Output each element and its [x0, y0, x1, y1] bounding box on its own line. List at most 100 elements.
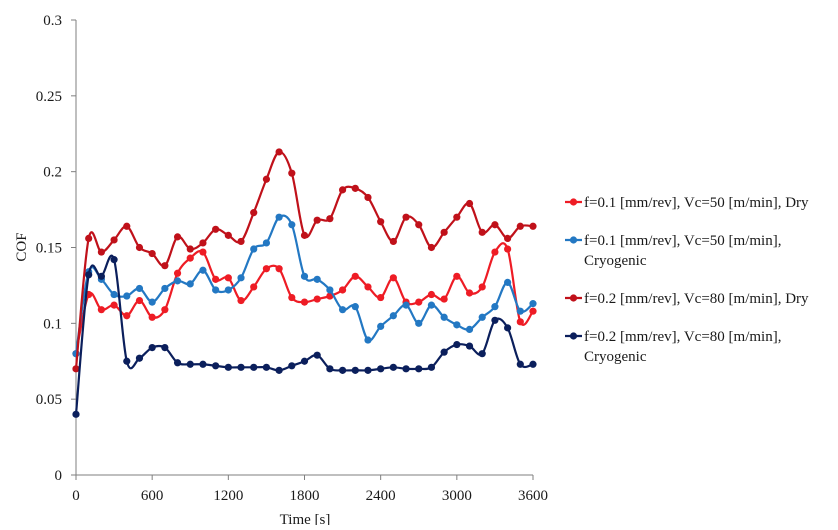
legend-entry-2: f=0.1 [mm/rev], Vc=50 [m/min], Cryogenic: [565, 233, 781, 269]
data-point: [199, 266, 207, 274]
data-point: [135, 354, 144, 362]
data-point: [516, 307, 524, 315]
data-point: [516, 222, 524, 230]
data-point: [135, 243, 144, 252]
data-point: [326, 286, 334, 294]
data-point: [351, 272, 359, 280]
data-point: [478, 228, 486, 236]
data-point: [300, 298, 309, 306]
data-point: [491, 316, 499, 324]
data-point: [123, 312, 131, 320]
data-point: [148, 298, 156, 306]
series-4: [72, 254, 537, 418]
data-point: [123, 222, 131, 230]
data-point: [199, 360, 207, 368]
data-point: [491, 221, 499, 229]
data-point: [199, 248, 207, 256]
data-point: [427, 301, 436, 309]
data-point: [402, 213, 410, 221]
data-point: [110, 236, 118, 244]
data-point: [364, 193, 372, 202]
data-point: [478, 313, 486, 321]
data-point: [224, 286, 232, 294]
data-point: [123, 292, 131, 300]
data-point: [288, 293, 296, 302]
data-point: [288, 221, 296, 229]
data-point: [402, 301, 410, 309]
data-point: [262, 239, 271, 247]
data-point: [465, 325, 474, 333]
data-point: [377, 365, 385, 373]
legend-marker: [569, 332, 578, 340]
x-tick-label: 1800: [290, 488, 320, 504]
y-tick-label: 0: [55, 468, 63, 484]
data-point: [377, 218, 385, 226]
data-point: [440, 313, 448, 321]
data-point: [250, 209, 258, 217]
data-point: [529, 307, 537, 315]
data-point: [465, 289, 474, 297]
data-point: [250, 245, 258, 253]
data-point: [97, 306, 105, 314]
data-point: [415, 221, 423, 229]
data-point: [186, 254, 194, 262]
legend-label: f=0.2 [mm/rev], Vc=80 [m/min],: [584, 329, 781, 345]
data-point: [364, 283, 372, 291]
data-point: [199, 239, 207, 247]
data-point: [275, 265, 283, 273]
data-point: [313, 295, 321, 303]
y-tick-label: 0.3: [43, 13, 62, 29]
data-point: [326, 215, 334, 223]
data-point: [478, 283, 486, 291]
legend: f=0.1 [mm/rev], Vc=50 [m/min], Dry f=0.1 …: [565, 195, 809, 365]
series-line: [74, 242, 534, 354]
data-point: [326, 365, 334, 373]
data-point: [97, 248, 105, 256]
data-point: [529, 222, 537, 230]
data-point: [123, 357, 131, 365]
legend-entry-3: f=0.2 [mm/rev], Vc=80 [m/min], Dry: [565, 291, 809, 307]
data-point: [186, 360, 194, 368]
data-point: [415, 298, 423, 306]
legend-label: f=0.2 [mm/rev], Vc=80 [m/min], Dry: [584, 291, 809, 307]
data-point: [224, 231, 232, 239]
data-point: [275, 213, 283, 221]
data-point: [212, 275, 220, 283]
data-point: [173, 269, 182, 277]
data-point: [389, 312, 397, 320]
data-point: [389, 237, 397, 246]
y-tick-label: 0.25: [36, 89, 62, 105]
data-point: [300, 272, 309, 280]
data-point: [529, 300, 537, 308]
data-point: [72, 410, 80, 418]
series-layer: [72, 148, 537, 418]
data-point: [237, 237, 245, 246]
data-point: [97, 272, 105, 280]
data-point: [110, 290, 118, 299]
data-point: [440, 228, 448, 236]
data-point: [313, 275, 321, 283]
y-axis-title: COF: [14, 232, 30, 261]
data-point: [237, 296, 245, 305]
legend-entry-4: f=0.2 [mm/rev], Vc=80 [m/min], Cryogenic: [565, 329, 781, 365]
data-point: [161, 306, 169, 314]
data-point: [491, 303, 499, 311]
data-point: [453, 272, 461, 280]
y-tick-label: 0.15: [36, 241, 62, 257]
data-point: [212, 225, 220, 233]
x-tick-label: 600: [141, 488, 164, 504]
data-point: [237, 274, 245, 282]
data-point: [300, 231, 309, 239]
legend-marker: [569, 294, 578, 302]
data-point: [377, 322, 385, 330]
x-axis-title: Time [s]: [280, 512, 331, 525]
data-point: [389, 274, 397, 282]
data-point: [173, 277, 182, 285]
data-point: [440, 295, 448, 303]
data-point: [465, 199, 474, 208]
data-point: [275, 148, 283, 156]
y-tick-label: 0.05: [36, 392, 62, 408]
data-point: [237, 363, 245, 371]
